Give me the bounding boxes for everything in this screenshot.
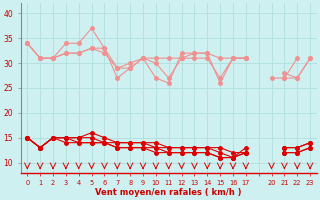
X-axis label: Vent moyen/en rafales ( km/h ): Vent moyen/en rafales ( km/h ) xyxy=(95,188,242,197)
